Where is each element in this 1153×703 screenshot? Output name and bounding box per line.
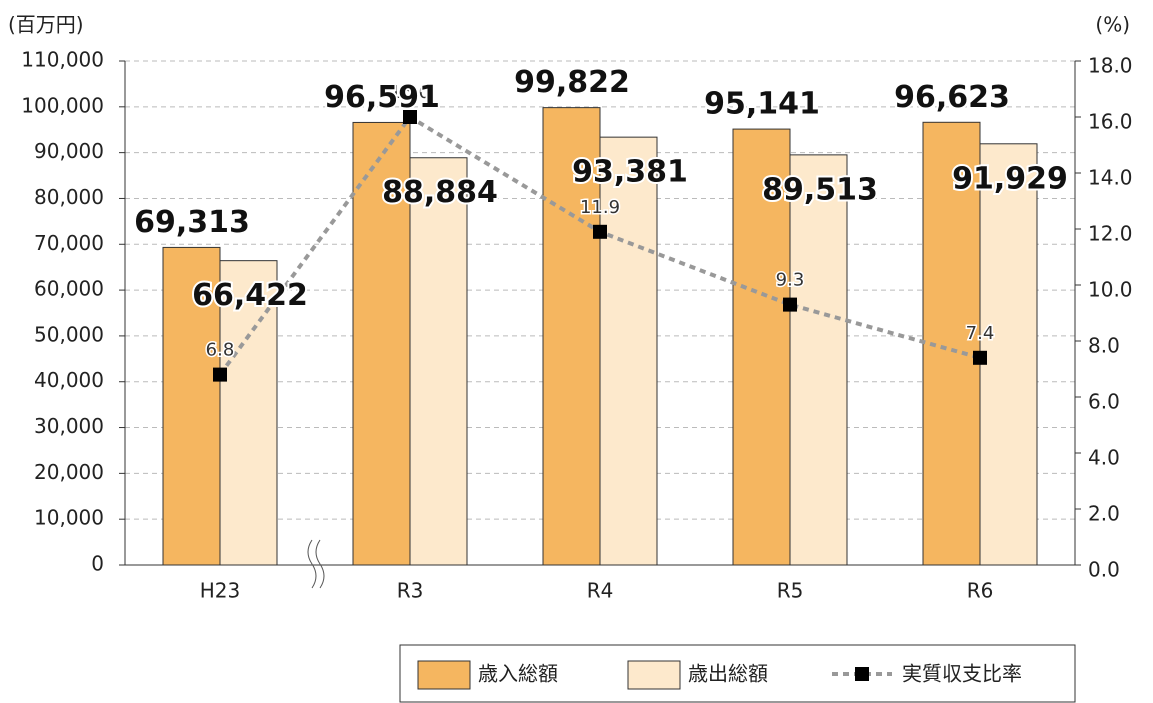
y2-tick-label: 4.0 — [1088, 446, 1120, 470]
y2-tick-label: 0.0 — [1088, 558, 1120, 582]
bar — [162, 246, 221, 566]
legend-swatch — [417, 660, 471, 690]
y2-tick-label: 14.0 — [1088, 166, 1133, 190]
bar-value-label: 91,929 — [952, 161, 1068, 196]
bar — [352, 121, 411, 566]
bar — [599, 136, 658, 566]
line-marker — [403, 110, 417, 124]
y-tick-label: 100,000 — [21, 93, 104, 117]
line-value-label: 16.0 — [390, 82, 430, 103]
x-tick-label: R3 — [397, 579, 424, 603]
bar-value-label: 95,141 — [704, 87, 820, 122]
bar — [732, 128, 791, 566]
y2-tick-label: 6.0 — [1088, 390, 1120, 414]
y2-tick-label: 18.0 — [1088, 54, 1133, 78]
y2-tick-label: 8.0 — [1088, 334, 1120, 358]
y-tick-label: 30,000 — [34, 414, 104, 438]
bar — [542, 107, 601, 566]
line-marker — [213, 367, 227, 382]
x-tick-label: R6 — [967, 579, 994, 603]
legend-box — [399, 644, 1076, 703]
y-tick-label: 20,000 — [34, 460, 104, 484]
bar-value-label: 96,623 — [894, 80, 1010, 115]
legend-label: 歳出総額 — [688, 662, 768, 686]
y-tick-label: 50,000 — [34, 322, 104, 346]
x-tick-label: R5 — [777, 579, 804, 603]
line-marker — [783, 297, 797, 312]
y-tick-label: 40,000 — [34, 368, 104, 392]
line-value-label: 6.8 — [206, 340, 235, 361]
y-tick-label: 90,000 — [34, 139, 104, 163]
bar-value-label: 99,822 — [514, 65, 630, 100]
y-tick-label: 60,000 — [34, 277, 104, 301]
axis-break — [307, 539, 325, 589]
line-value-label: 11.9 — [580, 197, 620, 218]
y2-tick-label: 10.0 — [1088, 278, 1133, 302]
legend-label: 実質収支比率 — [902, 662, 1022, 686]
bar-value-label: 88,884 — [382, 175, 498, 210]
y2-tick-label: 16.0 — [1088, 110, 1133, 134]
y2-axis-label: (%) — [1095, 13, 1130, 37]
bar — [219, 260, 278, 566]
bar-value-label: 96,591 — [324, 80, 440, 115]
legend-swatch — [627, 660, 681, 690]
y-tick-label: 0 — [91, 552, 104, 576]
line-value-label: 9.3 — [776, 270, 805, 291]
line-marker — [593, 224, 607, 239]
x-tick-label: H23 — [200, 579, 241, 603]
y-tick-label: 80,000 — [34, 185, 104, 209]
line-value-label: 7.4 — [966, 323, 995, 344]
bar-value-label: 93,381 — [572, 155, 688, 190]
bar-value-label: 66,422 — [192, 278, 308, 313]
y2-tick-label: 12.0 — [1088, 222, 1133, 246]
line-marker — [973, 350, 987, 365]
bar-value-label: 89,513 — [762, 172, 878, 207]
y-axis-label: (百万円) — [8, 13, 84, 37]
y2-tick-label: 2.0 — [1088, 502, 1120, 526]
x-tick-label: R4 — [587, 579, 614, 603]
bar-value-label: 69,313 — [134, 205, 250, 240]
y-tick-label: 110,000 — [21, 48, 104, 72]
bar — [409, 157, 468, 566]
y-tick-label: 70,000 — [34, 231, 104, 255]
legend-marker — [855, 667, 869, 681]
y-tick-label: 10,000 — [34, 506, 104, 530]
bar — [789, 154, 848, 566]
legend-label: 歳入総額 — [478, 662, 558, 686]
bar — [979, 143, 1038, 566]
